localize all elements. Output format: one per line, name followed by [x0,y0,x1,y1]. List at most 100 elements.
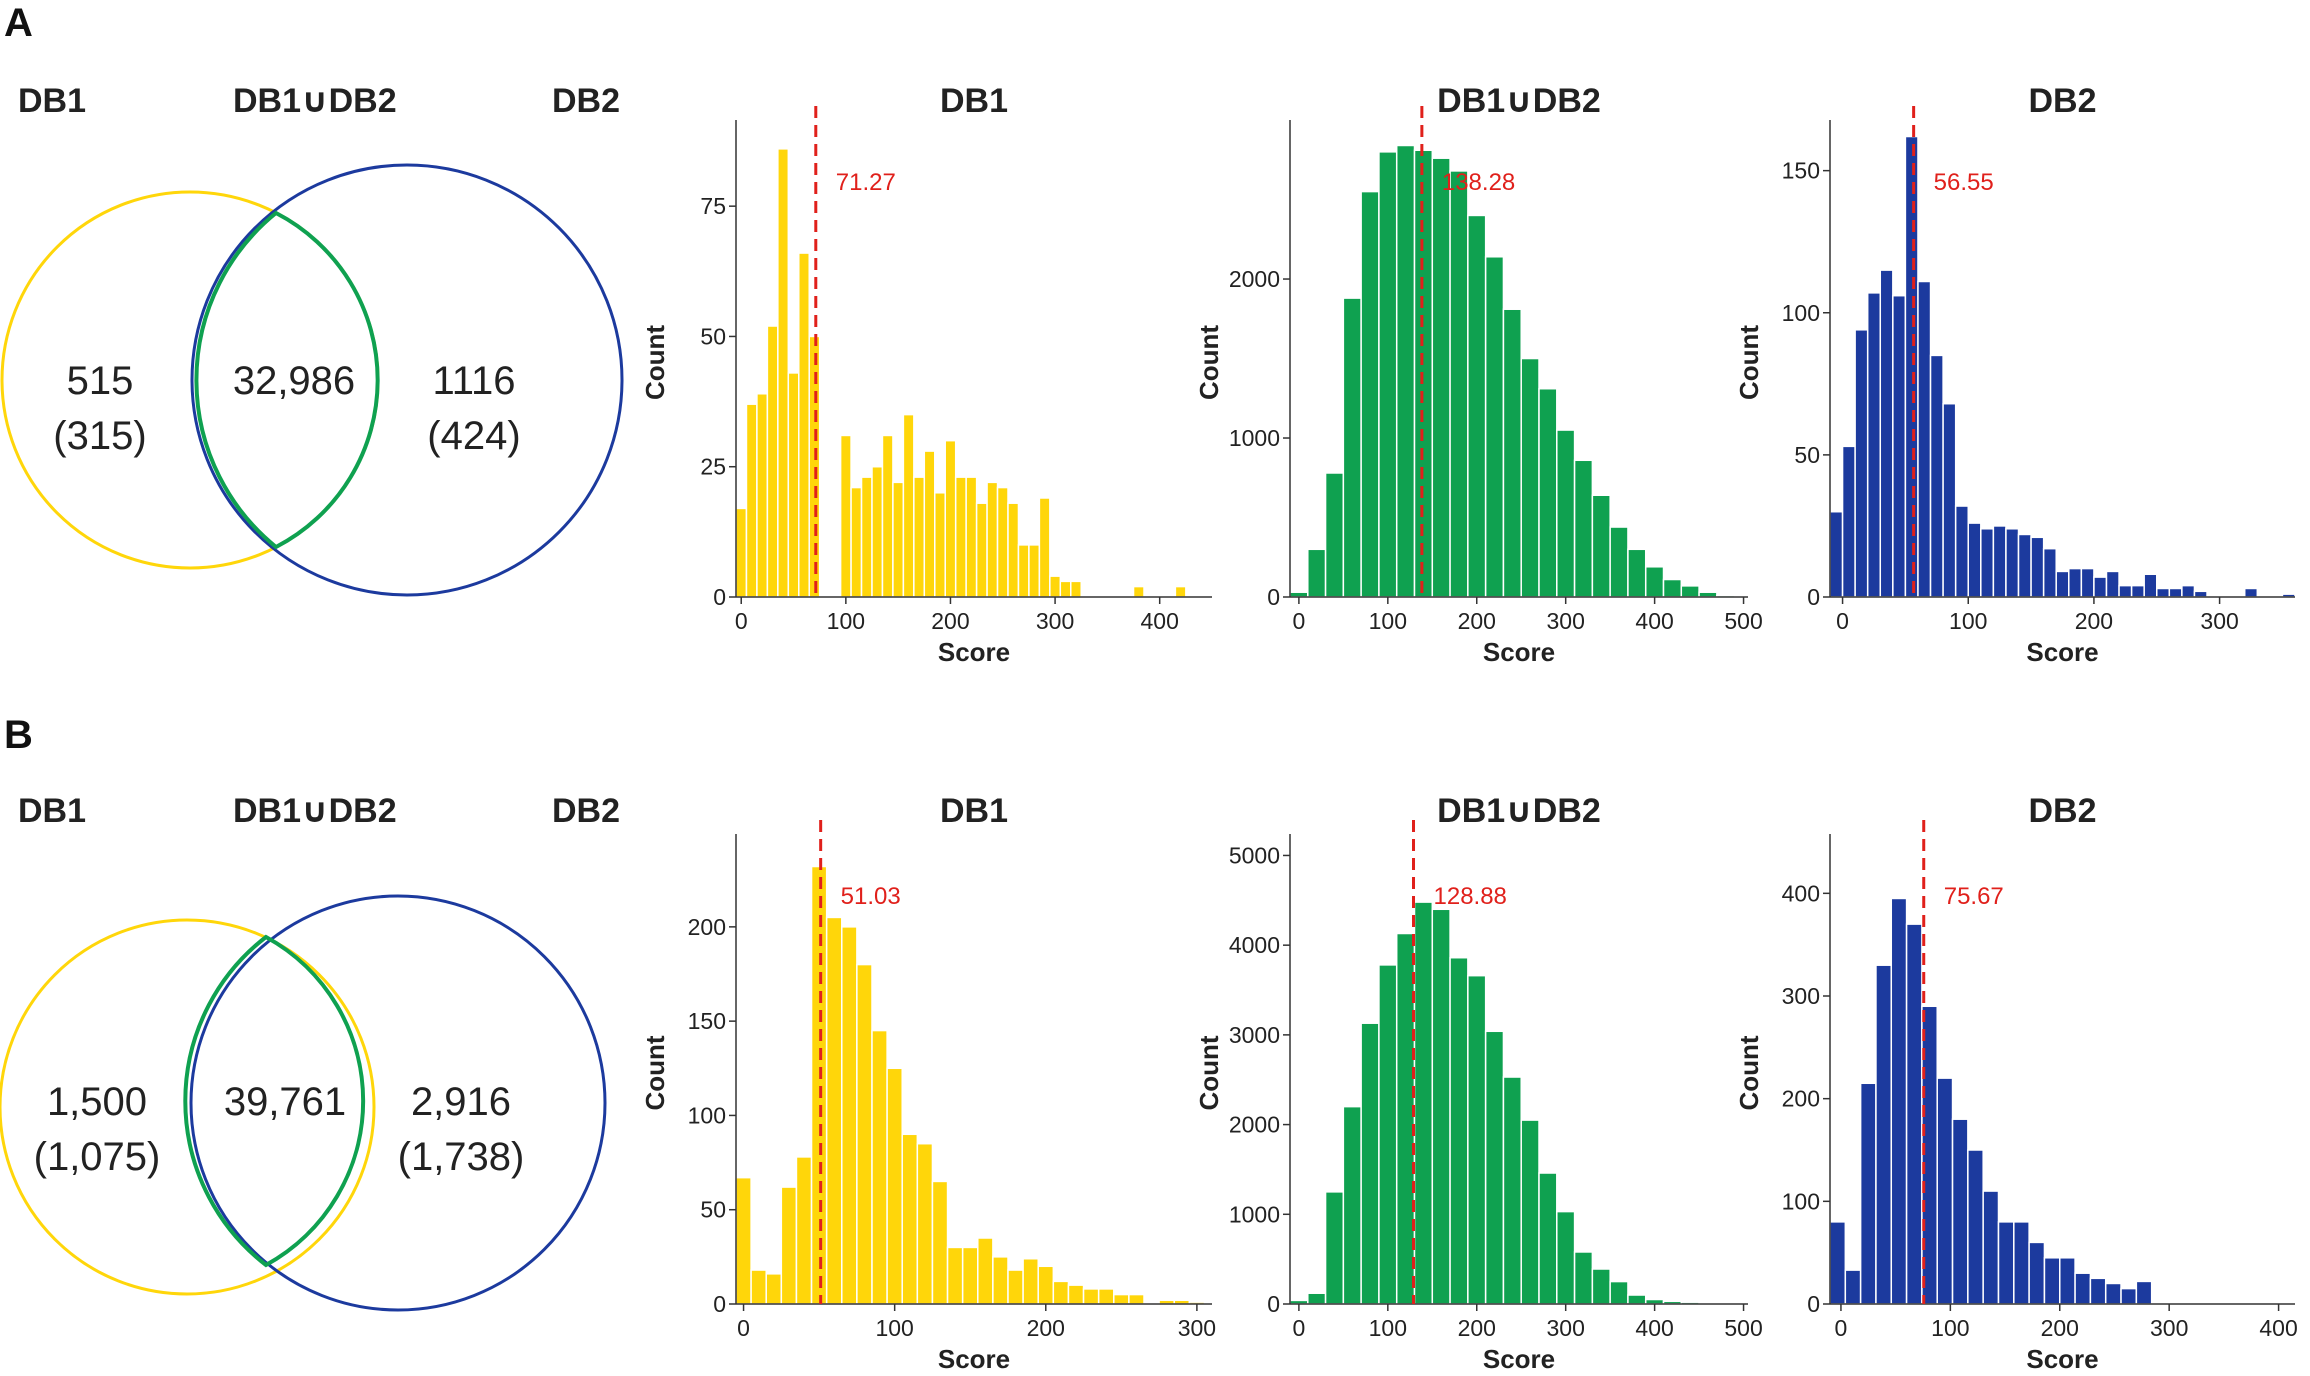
histogram-bar [961,1246,979,1305]
x-tick-label: 200 [1458,1315,1496,1341]
histogram-bar [839,434,852,598]
histogram-bar [1052,1280,1070,1305]
venn-b-db1-circle [0,918,376,1296]
histogram-bar [825,916,843,1305]
histogram-bar [1360,190,1380,598]
y-axis-title: Count [1734,325,1764,400]
histogram-bar [977,1237,994,1305]
histogram-a-db1: DB1 0 100 200 300 400 0 25 50 75 Score Count 71.27 [640,82,1212,667]
histogram-bar [1591,1268,1611,1305]
histogram-bar [1007,1269,1024,1305]
x-tick-label: 100 [1369,608,1407,634]
venn-a-overlap-count: 32,986 [233,359,355,403]
histogram-bar [2243,587,2259,598]
histogram-bar [798,252,810,598]
y-tick-label: 3000 [1229,1022,1280,1048]
histogram-bar [1097,1288,1115,1305]
y-tick-label: 0 [1807,1291,1820,1317]
histogram-bar [1378,151,1398,598]
y-tick-label: 2000 [1229,1112,1280,1138]
histogram-bar [1022,1257,1039,1305]
histogram-bar [841,926,858,1305]
histogram-bar [1538,1172,1558,1305]
histogram-bar [2168,587,2183,598]
x-tick-label: 100 [1949,608,1987,634]
y-tick-label: 100 [688,1102,726,1128]
x-tick-label: 300 [2200,608,2238,634]
y-tick-label: 0 [713,584,726,610]
histogram-title: DB2 [2028,792,2096,830]
histogram-bar [1829,1221,1847,1305]
x-axis-title: Score [2026,1344,2098,1374]
histogram-bar [1936,1077,1954,1305]
x-tick-label: 500 [1724,1315,1762,1341]
histogram-bar [780,1186,798,1305]
histogram-bar [1342,297,1362,598]
x-tick-label: 200 [2075,608,2113,634]
histogram-bar [901,1133,919,1305]
histogram-bar [1627,548,1647,598]
histogram-title: DB1∪DB2 [1437,82,1601,120]
histogram-bar [2093,576,2108,598]
histogram-bar [1307,1292,1327,1305]
histogram-bar [1951,1118,1969,1305]
x-tick-label: 0 [735,608,748,634]
x-tick-label: 0 [1836,608,1849,634]
histogram-bar [1905,923,1923,1305]
histogram-bar [1680,585,1700,598]
x-tick-label: 300 [2150,1315,2188,1341]
panel-label-a: A [4,1,33,45]
histogram-bar [1917,280,1932,598]
histogram-bar [902,413,915,598]
x-tick-label: 300 [1547,608,1585,634]
histogram-bar [2059,1257,2076,1305]
histogram-bar [1059,580,1072,598]
histogram-bar [1395,932,1416,1305]
histogram-bar [1967,1149,1984,1305]
histogram-bar [1980,528,1995,598]
histogram-bar [2005,528,2020,598]
histogram-bar [2143,573,2158,598]
histogram-bar [1360,1022,1380,1305]
x-tick-label: 200 [931,608,969,634]
histogram-bar [1502,1076,1522,1305]
x-tick-label: 0 [1292,1315,1305,1341]
histogram-bar [1866,292,1882,598]
histogram-bar [1037,1265,1055,1305]
histogram-bar [1982,1190,2000,1305]
y-tick-label: 150 [1782,158,1820,184]
x-tick-label: 400 [1635,1315,1673,1341]
histogram-bar [871,1029,888,1305]
y-axis-title: Count [1194,325,1224,400]
y-tick-label: 300 [1782,983,1820,1009]
x-axis-title: Score [938,1344,1010,1374]
mean-label: 51.03 [841,883,901,910]
histogram-bar [871,465,884,598]
histogram-bar [1128,1293,1145,1305]
histogram-bar [2013,1221,2030,1305]
histogram-bar [735,1176,752,1305]
x-tick-label: 100 [875,1315,913,1341]
histogram-bar [946,1246,964,1305]
x-tick-label: 0 [1835,1315,1848,1341]
histogram-bar [1174,585,1187,598]
y-tick-label: 150 [688,1008,726,1034]
histogram-bar [1484,256,1505,598]
x-axis-title: Score [938,637,1010,667]
histogram-bar [2156,587,2171,598]
mean-label: 75.67 [1944,883,2004,910]
y-tick-label: 0 [1807,584,1820,610]
y-tick-label: 50 [700,1197,726,1223]
histogram-bar [1007,502,1020,598]
histogram-bar [1449,170,1469,598]
histogram-bar [892,481,905,598]
histogram-bar [2055,570,2070,598]
y-tick-label: 25 [700,454,726,480]
venn-a-db2-circle [190,163,624,597]
y-tick-label: 4000 [1229,932,1280,958]
y-tick-label: 100 [1782,300,1820,326]
venn-a-middle-title: DB1∪DB2 [233,82,397,120]
histogram-bar [1342,1105,1362,1305]
